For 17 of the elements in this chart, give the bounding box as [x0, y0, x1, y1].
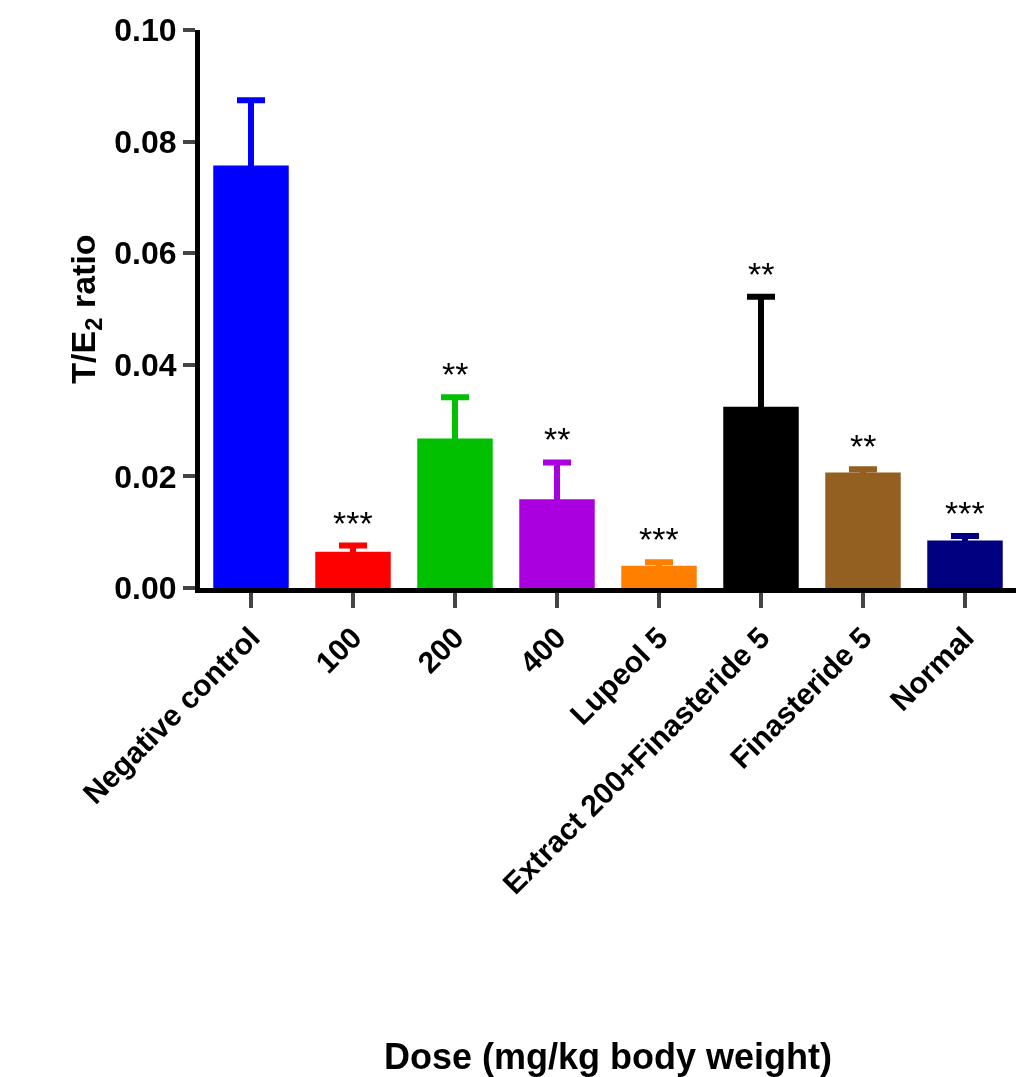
y-tick-label: 0.10	[114, 12, 177, 49]
y-tick-label: 0.04	[114, 347, 177, 383]
y-tick-label: 0.02	[114, 458, 177, 495]
x-tick-label: 100	[309, 620, 368, 680]
y-tick-label: 0.08	[114, 123, 177, 160]
annotation: ***	[639, 520, 679, 558]
annotation: **	[442, 355, 469, 393]
annotation: **	[544, 420, 571, 458]
annotation: **	[748, 255, 775, 293]
annotation: ***	[333, 504, 373, 542]
annotation: ***	[945, 494, 985, 532]
x-tick-label: 400	[513, 620, 572, 680]
x-tick-label: 200	[411, 620, 470, 680]
y-tick-label: 0.00	[114, 570, 177, 607]
y-tick-label: 0.06	[114, 235, 177, 272]
x-axis-title: Dose (mg/kg body weight)	[383, 1036, 833, 1077]
annotation: **	[850, 427, 877, 465]
